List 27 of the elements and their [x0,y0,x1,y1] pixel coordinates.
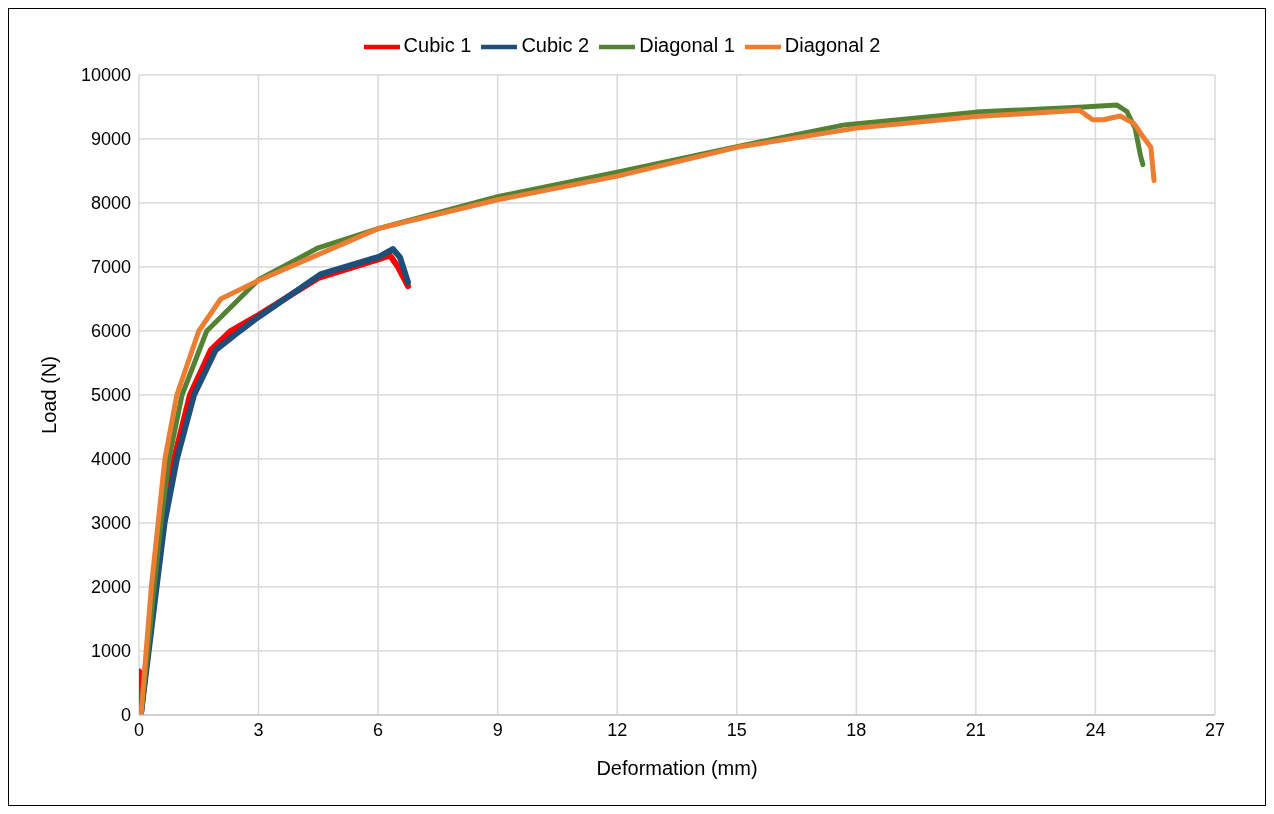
x-tick-label: 21 [965,719,986,740]
y-tick-label: 3000 [90,513,131,534]
y-tick-label: 6000 [90,321,131,342]
y-tick-label: 10000 [80,65,131,86]
x-tick-label: 12 [607,719,628,740]
y-tick-label: 0 [120,705,131,726]
y-tick-label: 7000 [90,257,131,278]
x-tick-label: 6 [373,719,384,740]
x-axis-title: Deformation (mm) [596,757,758,779]
legend-label: Cubic 2 [521,34,590,57]
y-tick-label: 8000 [90,193,131,214]
x-tick-label: 18 [846,719,867,740]
y-axis-title: Load (N) [38,356,61,434]
y-tick-label: 1000 [90,641,131,662]
y-tick-label: 5000 [90,385,131,406]
legend-label: Diagonal 1 [639,34,735,57]
x-tick-label: 27 [1204,719,1226,740]
legend-label: Diagonal 2 [784,34,881,57]
y-tick-label: 9000 [90,129,131,150]
x-tick-label: 3 [253,719,264,740]
x-tick-label: 0 [133,719,145,740]
y-tick-label: 4000 [90,449,131,470]
legend-label: Cubic 1 [403,34,472,57]
x-tick-label: 15 [726,719,747,740]
y-tick-label: 2000 [90,577,131,598]
x-tick-label: 24 [1085,719,1106,740]
x-tick-label: 9 [492,719,503,740]
